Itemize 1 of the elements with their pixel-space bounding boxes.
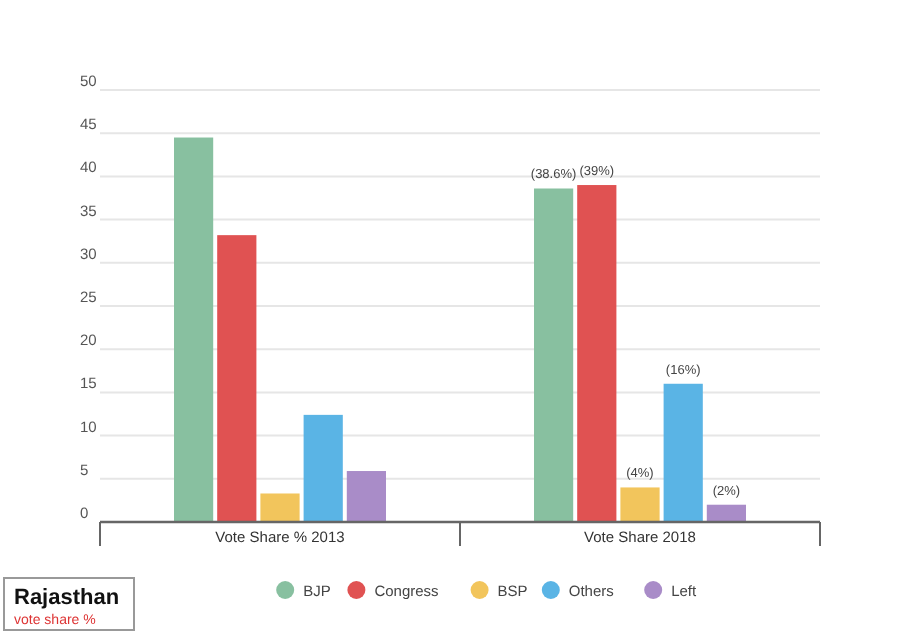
- text: Rajasthan: [14, 586, 120, 610]
